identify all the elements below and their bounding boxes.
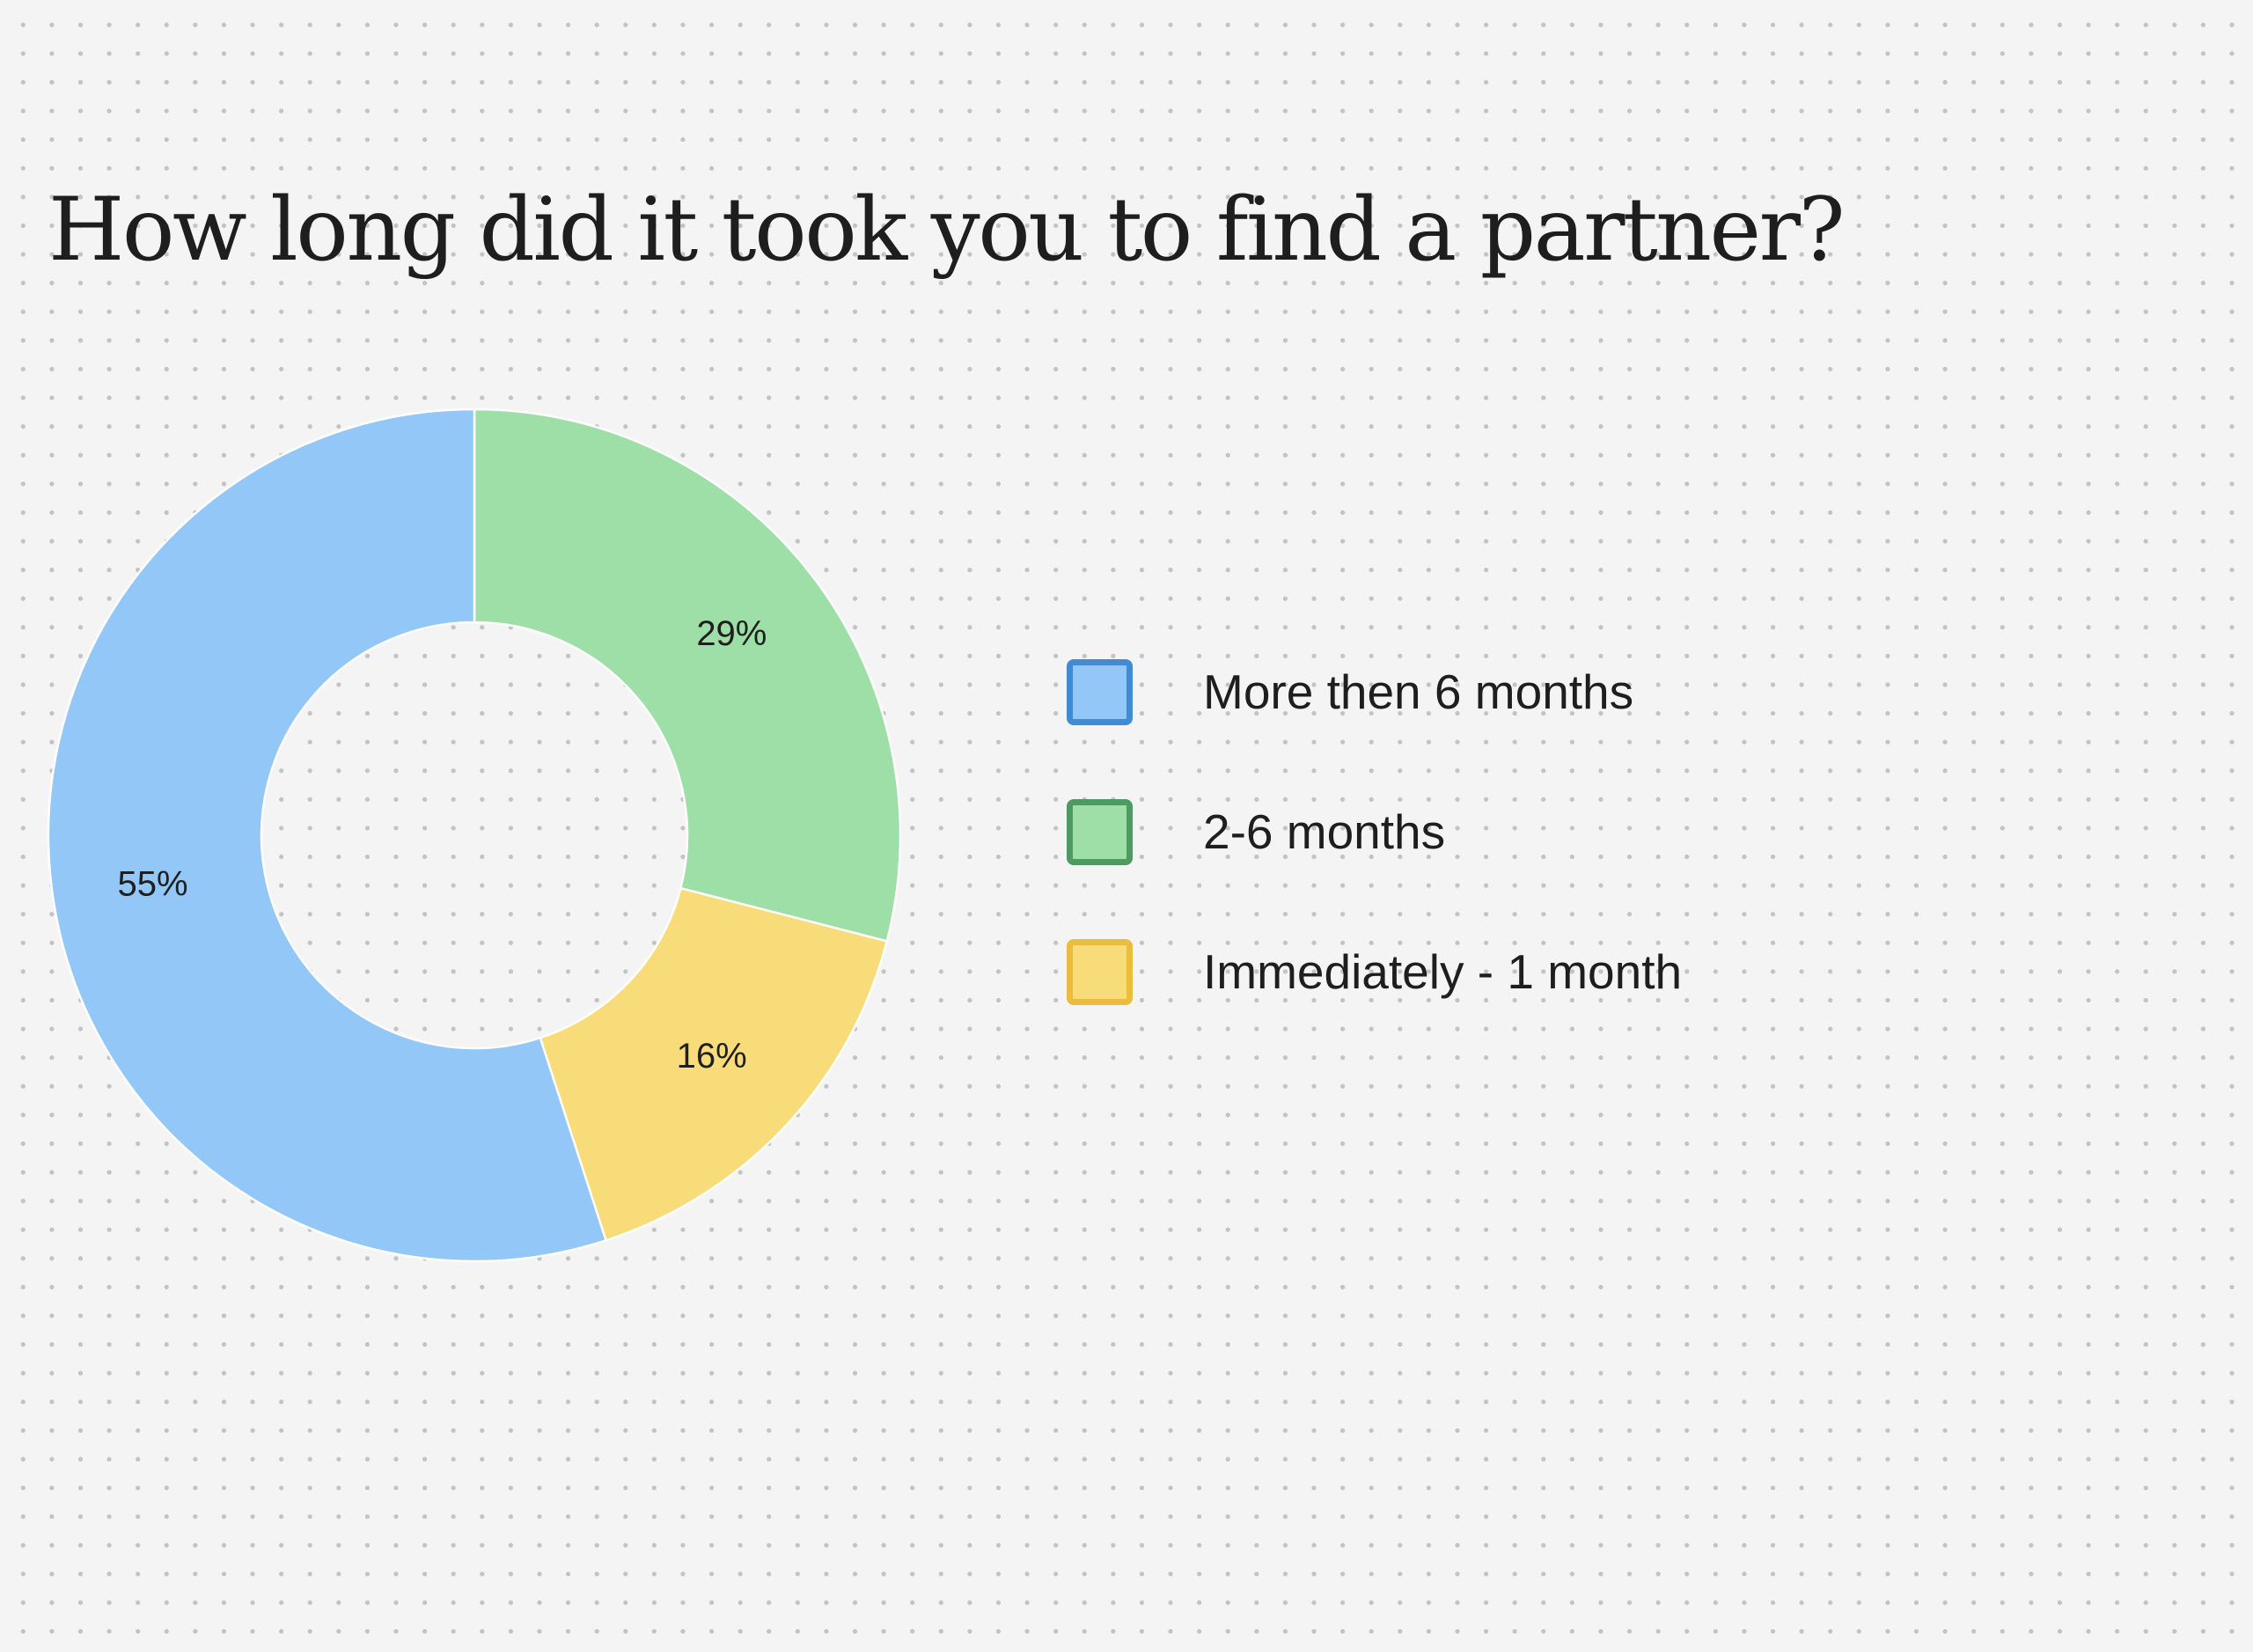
- slice-value-label-more-then-6-months: 55%: [118, 864, 188, 903]
- slice-value-label-immediately-1-month: 16%: [677, 1037, 747, 1076]
- slice-value-label-2-6-months: 29%: [696, 614, 767, 653]
- legend-label-immediately-1-month: Immediately - 1 month: [1203, 944, 1683, 999]
- legend-swatch-2-6-months: [1067, 798, 1133, 865]
- donut-slice-2-6-months: [473, 407, 902, 943]
- donut-slice-immediately-1-month: [539, 886, 889, 1242]
- legend-swatch-immediately-1-month: [1067, 938, 1133, 1005]
- legend-swatch-more-than-6-months: [1067, 658, 1133, 725]
- chart-title: How long did it took you to find a partn…: [48, 180, 1846, 281]
- legend-item-more-than-6-months: More then 6 months: [1067, 655, 1682, 729]
- legend-item-2-6-months: 2-6 months: [1067, 795, 1682, 869]
- legend-label-more-than-6-months: More then 6 months: [1203, 664, 1634, 719]
- legend-label-2-6-months: 2-6 months: [1203, 804, 1446, 859]
- legend-item-immediately-1-month: Immediately - 1 month: [1067, 935, 1682, 1009]
- chart-legend: More then 6 months 2-6 months Immediatel…: [1067, 655, 1682, 1075]
- donut-slice-more-then-6-months: [47, 407, 608, 1263]
